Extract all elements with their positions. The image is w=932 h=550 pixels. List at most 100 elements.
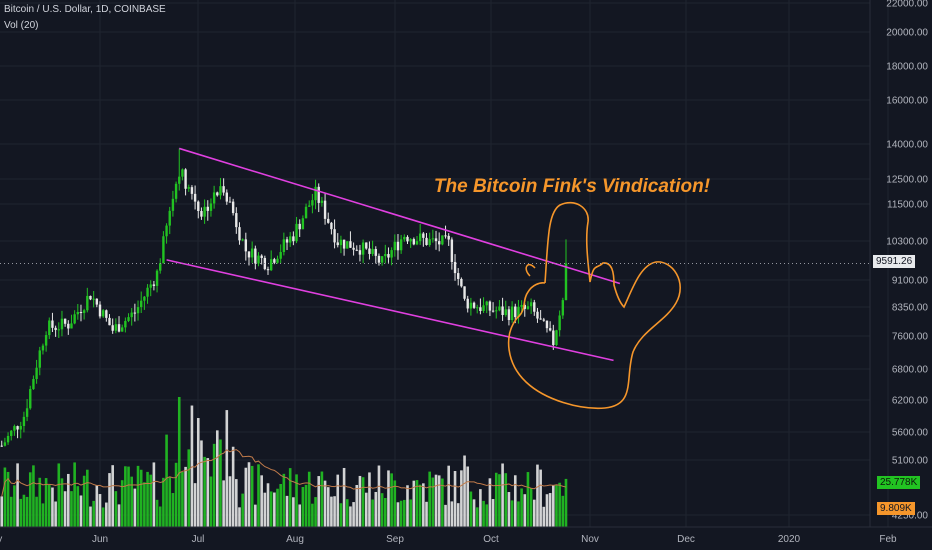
candle-body (412, 239, 416, 245)
candle-body (479, 307, 482, 311)
volume-bar (466, 466, 470, 527)
candle-body (476, 307, 479, 309)
volume-bar (25, 496, 29, 527)
volume-bar (336, 474, 340, 527)
time-tick-label: Dec (677, 534, 695, 545)
volume-bar (193, 483, 197, 527)
candle-body (269, 259, 273, 271)
candle-body (472, 302, 476, 308)
candle-body (228, 201, 232, 203)
trendline-lower[interactable] (166, 259, 614, 362)
volume-bar (206, 458, 210, 527)
volume-bar (158, 506, 162, 527)
volume-bar (279, 483, 282, 527)
volume-bar (168, 477, 172, 527)
candle-body (361, 242, 365, 255)
trendline-upper[interactable] (179, 147, 621, 285)
time-tick-label: Aug (286, 534, 304, 545)
annotation-text[interactable]: The Bitcoin Fink's Vindication! (434, 176, 710, 197)
candle-body (171, 198, 175, 211)
candle-body (241, 239, 244, 241)
volume-bar (63, 491, 67, 527)
candle-body (124, 320, 127, 328)
candle-body (393, 241, 397, 251)
volume-bar (529, 488, 533, 527)
price-tick-label: 6200.00 (892, 396, 929, 407)
volume-bar (60, 478, 64, 527)
volume-bar (314, 497, 317, 527)
candle-body (222, 186, 225, 193)
volume-bar (70, 491, 73, 527)
time-tick-label: ay (0, 534, 2, 545)
candle-body (431, 238, 435, 240)
candle-body (441, 235, 444, 245)
volume-bar (307, 471, 311, 527)
volume-bar (520, 488, 523, 527)
volume-bar (434, 474, 438, 527)
candle-body (406, 236, 409, 242)
candle-body (346, 241, 349, 249)
volume-bar (380, 493, 384, 527)
candle-body (374, 249, 377, 256)
volume-bar (146, 471, 149, 527)
candle-body (285, 239, 289, 243)
candle-body (292, 236, 295, 242)
volume-bar (44, 478, 48, 527)
candle-body (495, 310, 498, 312)
volume-bar (28, 472, 32, 527)
price-axis[interactable]: 22000.00 20000.00 18000.00 16000.00 14000.00… (869, 0, 929, 527)
volume-bar (472, 499, 476, 527)
volume-bar (513, 475, 517, 527)
candle-body (152, 284, 156, 286)
volume-bar (269, 491, 273, 527)
candle-body (425, 237, 428, 245)
volume-bar (152, 462, 156, 527)
candle-body (82, 310, 86, 313)
volume-bar (349, 506, 352, 527)
candle-body (0, 445, 3, 447)
candle-body (536, 311, 539, 319)
candle-body (289, 236, 292, 243)
candle-body (133, 312, 137, 314)
annotation-drawing[interactable]: The Bitcoin Fink's Vindication! (434, 176, 710, 410)
candle-body (136, 307, 140, 314)
volume-bar (479, 489, 482, 527)
volume-bar (488, 478, 492, 527)
candle-body (95, 298, 99, 305)
candle-body (314, 186, 317, 201)
annotation-thumb-stroke[interactable] (525, 264, 536, 277)
volume-bar (532, 499, 536, 527)
volume-bar (263, 492, 267, 527)
volume-bar (482, 500, 485, 527)
candle-body (529, 302, 533, 307)
candle-body (520, 304, 523, 307)
volume-bar (368, 472, 371, 527)
annotation-hand-outline[interactable] (507, 201, 681, 410)
candle-body (181, 169, 184, 177)
candle-body (428, 239, 431, 245)
candle-body (260, 255, 263, 258)
candle-body (70, 323, 73, 329)
candle-body (235, 213, 238, 228)
candle-body (403, 236, 406, 240)
candle-body (76, 312, 80, 315)
candle-body (266, 269, 270, 271)
volume-bar (469, 491, 473, 527)
volume-bar (342, 467, 346, 527)
volume-bar (418, 484, 422, 527)
time-tick-label: Jun (92, 534, 108, 545)
volume-bar (431, 477, 435, 527)
volume-bar (456, 503, 460, 527)
volume-bar (101, 507, 105, 527)
time-tick-label: Nov (581, 534, 599, 545)
volume-bar (561, 495, 565, 527)
volume-bar (3, 467, 7, 527)
volume-bar (517, 501, 520, 527)
candle-body (168, 210, 171, 226)
volume-bar (124, 466, 127, 527)
candle-body (488, 301, 492, 311)
volume-indicator-label: Vol (20) (4, 20, 39, 31)
time-axis[interactable]: ay Jun Jul Aug Sep Oct Nov Dec 2020 Feb (0, 526, 932, 545)
volume-bar (89, 506, 92, 527)
